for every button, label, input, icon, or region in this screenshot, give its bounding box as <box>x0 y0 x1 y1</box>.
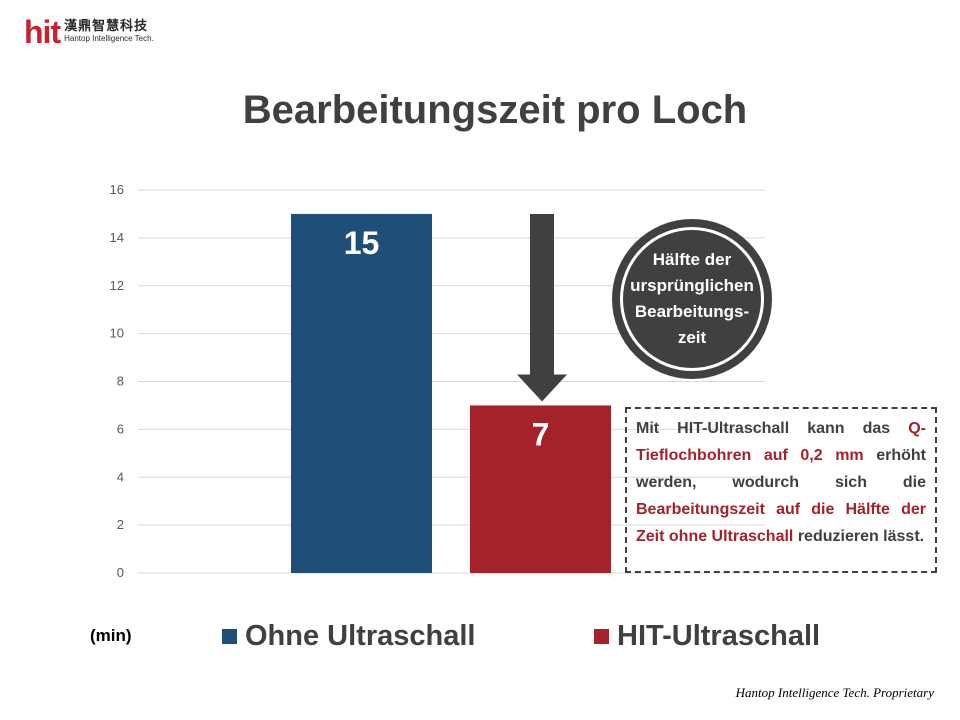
y-tick-label-10: 10 <box>110 326 124 341</box>
note-highlight-1: Q-Tieflochbohren auf 0,2 mm <box>636 420 926 464</box>
bar-value-label-hit: 7 <box>532 416 550 452</box>
footer-proprietary: Hantop Intelligence Tech. Proprietary <box>735 685 934 700</box>
y-tick-label-2: 2 <box>117 517 124 532</box>
legend-item-ohne: Ohne Ultraschall <box>222 614 475 658</box>
callout-text: Hälfte der ursprünglichen Bearbeitungs- … <box>620 227 764 371</box>
bar-hit <box>470 405 611 573</box>
callout-line-4: zeit <box>677 328 707 347</box>
legend-swatch-ohne <box>222 628 237 644</box>
y-tick-label-6: 6 <box>117 421 124 436</box>
bar-ohne <box>291 213 432 573</box>
y-tick-label-0: 0 <box>117 565 124 580</box>
bar-value-label-ohne: 15 <box>344 225 380 261</box>
company-logo: hit 漢鼎智慧科技 Hantop Intelligence Tech. <box>24 14 154 50</box>
note-text-1: Mit HIT-Ultraschall kann das <box>636 420 909 437</box>
slide-title: Bearbeitungszeit pro Loch <box>242 88 748 132</box>
y-tick-label-16: 16 <box>110 182 124 197</box>
y-tick-label-14: 14 <box>110 230 124 245</box>
callout-line-1: Hälfte der <box>652 250 732 269</box>
y-tick-label-4: 4 <box>117 469 124 484</box>
callout-line-2: ursprünglichen <box>630 276 754 295</box>
y-axis-unit: (min) <box>90 626 132 645</box>
logo-mark: hit <box>24 14 61 50</box>
note-box: Mit HIT-Ultraschall kann das Q-Tieflochb… <box>625 407 937 573</box>
legend-label-ohne: Ohne Ultraschall <box>245 619 476 652</box>
note-text-3: reduzieren lässt. <box>793 528 925 545</box>
y-tick-label-8: 8 <box>117 374 124 389</box>
reduction-arrow <box>517 213 567 402</box>
y-tick-label-12: 12 <box>110 278 124 293</box>
logo-name-en: Hantop Intelligence Tech. <box>64 34 154 43</box>
legend-label-hit: HIT-Ultraschall <box>617 619 821 652</box>
note-text-2: erhöht werden, wodurch sich die <box>636 447 927 491</box>
note-highlight-2: Bearbeitungszeit auf die Hälfte der Zeit… <box>636 501 926 545</box>
legend-swatch-hit <box>594 628 609 644</box>
logo-text: 漢鼎智慧科技 Hantop Intelligence Tech. <box>64 20 154 44</box>
callout-circle: Hälfte der ursprünglichen Bearbeitungs- … <box>612 219 772 379</box>
legend-item-hit: HIT-Ultraschall <box>594 614 820 658</box>
callout-line-3: Bearbeitungs- <box>634 302 750 321</box>
logo-name-cn: 漢鼎智慧科技 <box>64 19 149 34</box>
